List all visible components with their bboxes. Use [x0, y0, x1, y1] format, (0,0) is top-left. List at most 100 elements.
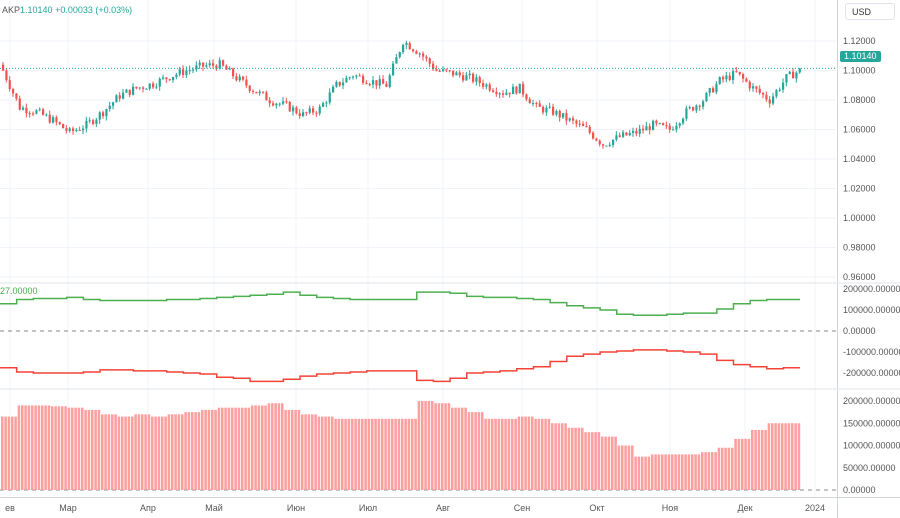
- candle-down: [422, 53, 425, 57]
- candle-down: [58, 122, 61, 125]
- histogram-bar: [137, 414, 141, 490]
- candle-down: [762, 92, 765, 95]
- histogram-bar: [554, 423, 557, 490]
- histogram-bar: [47, 405, 51, 490]
- histogram-bar: [537, 418, 541, 490]
- histogram-bar: [154, 416, 157, 490]
- candle-down: [5, 70, 8, 81]
- candle-down: [482, 83, 485, 87]
- currency-selector[interactable]: USD: [845, 3, 895, 20]
- candle-down: [448, 70, 451, 72]
- histogram-bar: [517, 416, 521, 490]
- histogram-bar: [77, 407, 81, 490]
- candle-up: [555, 110, 558, 115]
- candle-down: [462, 75, 465, 81]
- candle-up: [395, 57, 398, 64]
- histogram-bar: [427, 401, 431, 490]
- candle-down: [285, 101, 288, 103]
- candle-down: [458, 72, 461, 76]
- candle-down: [602, 144, 605, 146]
- histogram-bar: [541, 418, 544, 490]
- histogram-bar: [624, 445, 627, 490]
- histogram-bar: [637, 456, 641, 490]
- candle-up: [505, 92, 508, 95]
- red-series-line: [0, 349, 800, 383]
- candle-up: [622, 132, 625, 137]
- candle-down: [385, 83, 388, 87]
- histogram-bar: [277, 403, 281, 490]
- histogram-bar: [571, 427, 574, 490]
- histogram-bar: [674, 454, 677, 490]
- histogram-bar: [751, 429, 754, 490]
- histogram-bar: [704, 452, 707, 490]
- last-price: 1.10140: [20, 5, 53, 15]
- candle-up: [185, 70, 188, 76]
- candle-down: [248, 85, 251, 91]
- histogram-bar: [241, 407, 244, 490]
- candle-up: [302, 112, 305, 116]
- histogram-bar: [327, 416, 331, 490]
- histogram-bar: [737, 438, 741, 490]
- candle-up: [615, 135, 618, 140]
- histogram-bar: [681, 454, 684, 490]
- candle-up: [785, 74, 788, 83]
- histogram-bar: [714, 452, 717, 490]
- candle-up: [198, 62, 201, 66]
- candle-down: [18, 98, 21, 110]
- candle-up: [105, 109, 108, 117]
- candle-up: [388, 75, 391, 87]
- price-axis-label: 1.08000: [843, 95, 876, 105]
- histogram-bar: [127, 416, 131, 490]
- candle-down: [792, 71, 795, 79]
- indicator-axis-label: 0.00000: [843, 326, 876, 336]
- histogram-bar: [354, 418, 357, 490]
- candle-up: [392, 63, 395, 76]
- histogram-bar: [1, 416, 4, 490]
- candle-down: [152, 83, 155, 88]
- histogram-bar: [334, 418, 337, 490]
- candle-down: [425, 56, 428, 59]
- histogram-bar: [71, 407, 74, 490]
- candle-up: [708, 88, 711, 93]
- histogram-bar: [481, 412, 484, 490]
- candle-up: [645, 126, 648, 131]
- candle-down: [222, 60, 225, 66]
- candle-up: [778, 89, 781, 91]
- candle-down: [415, 51, 418, 54]
- candle-up: [188, 69, 191, 71]
- histogram-bar: [414, 418, 417, 490]
- candle-down: [698, 105, 701, 107]
- histogram-bar: [371, 418, 374, 490]
- candle-up: [782, 82, 785, 90]
- candle-down: [722, 77, 725, 80]
- histogram-bar: [324, 416, 327, 490]
- histogram-bar: [287, 409, 291, 490]
- candle-down: [315, 112, 318, 114]
- candle-up: [638, 128, 641, 134]
- histogram-bar: [551, 423, 554, 490]
- histogram-bar: [781, 423, 784, 490]
- histogram-bar: [364, 418, 367, 490]
- candle-down: [215, 65, 218, 69]
- histogram-bar: [484, 418, 487, 490]
- price-axis-label: 0.98000: [843, 243, 876, 253]
- histogram-bar: [697, 454, 701, 490]
- candle-down: [225, 65, 228, 70]
- histogram-bar: [677, 454, 681, 490]
- histogram-bar: [191, 412, 194, 490]
- histogram-bar: [451, 407, 454, 490]
- candle-down: [552, 106, 555, 115]
- candle-down: [575, 120, 578, 124]
- price-axis-label: 1.04000: [843, 154, 876, 164]
- histogram-bar: [91, 409, 94, 490]
- histogram-bar: [284, 409, 287, 490]
- volume-axis-label: 200000.00000: [843, 396, 900, 406]
- candle-up: [195, 65, 198, 70]
- histogram-bar: [234, 407, 237, 490]
- candle-down: [668, 125, 671, 130]
- candle-down: [212, 63, 215, 66]
- candle-down: [118, 95, 121, 99]
- histogram-bar: [344, 418, 347, 490]
- histogram-bar: [694, 454, 697, 490]
